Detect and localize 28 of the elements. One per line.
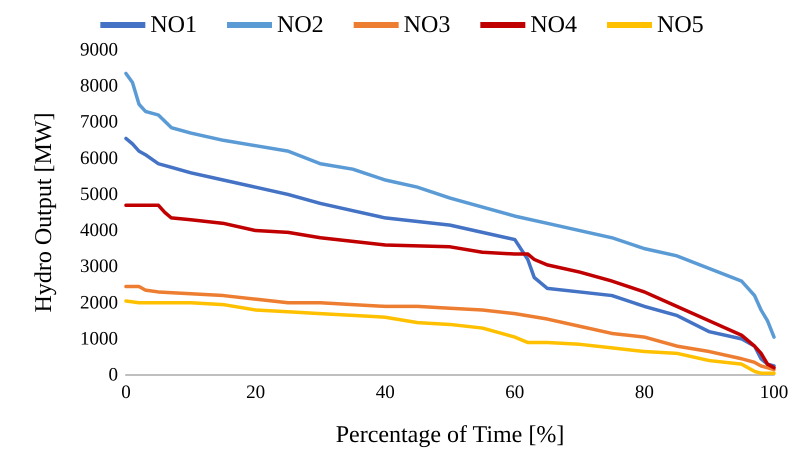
x-tick-label: 0 <box>121 382 131 403</box>
x-tick-label: 40 <box>376 382 395 403</box>
x-tick-label: 100 <box>760 382 788 403</box>
line-series <box>124 136 776 368</box>
y-tick-label: 7000 <box>80 112 118 133</box>
y-tick-label: 3000 <box>80 256 118 278</box>
y-tick-label: 1000 <box>80 328 118 350</box>
y-tick-label: 9000 <box>80 40 118 60</box>
y-axis-title: Hydro Output [MW] <box>31 112 57 312</box>
line-series <box>124 299 776 375</box>
x-tick-label: 80 <box>634 382 654 403</box>
line-series <box>124 284 776 372</box>
y-tick-label: 0 <box>108 364 118 386</box>
y-tick-label: 4000 <box>80 220 118 242</box>
y-tick-label: 5000 <box>80 184 118 205</box>
legend-label: NO5 <box>656 12 704 38</box>
legend-label: NO4 <box>530 12 578 38</box>
legend-label: NO1 <box>150 12 198 38</box>
legend-label: NO3 <box>404 12 450 38</box>
x-tick-label: 60 <box>505 382 524 403</box>
line-series <box>124 204 776 370</box>
y-tick-label: 2000 <box>80 292 118 314</box>
line-series <box>124 72 776 339</box>
legend-label: NO2 <box>277 12 324 38</box>
y-tick-label: 8000 <box>80 76 118 97</box>
y-tick-label: 6000 <box>80 148 118 169</box>
x-axis-title: Percentage of Time [%] <box>336 422 564 448</box>
x-tick-label: 20 <box>246 382 266 403</box>
